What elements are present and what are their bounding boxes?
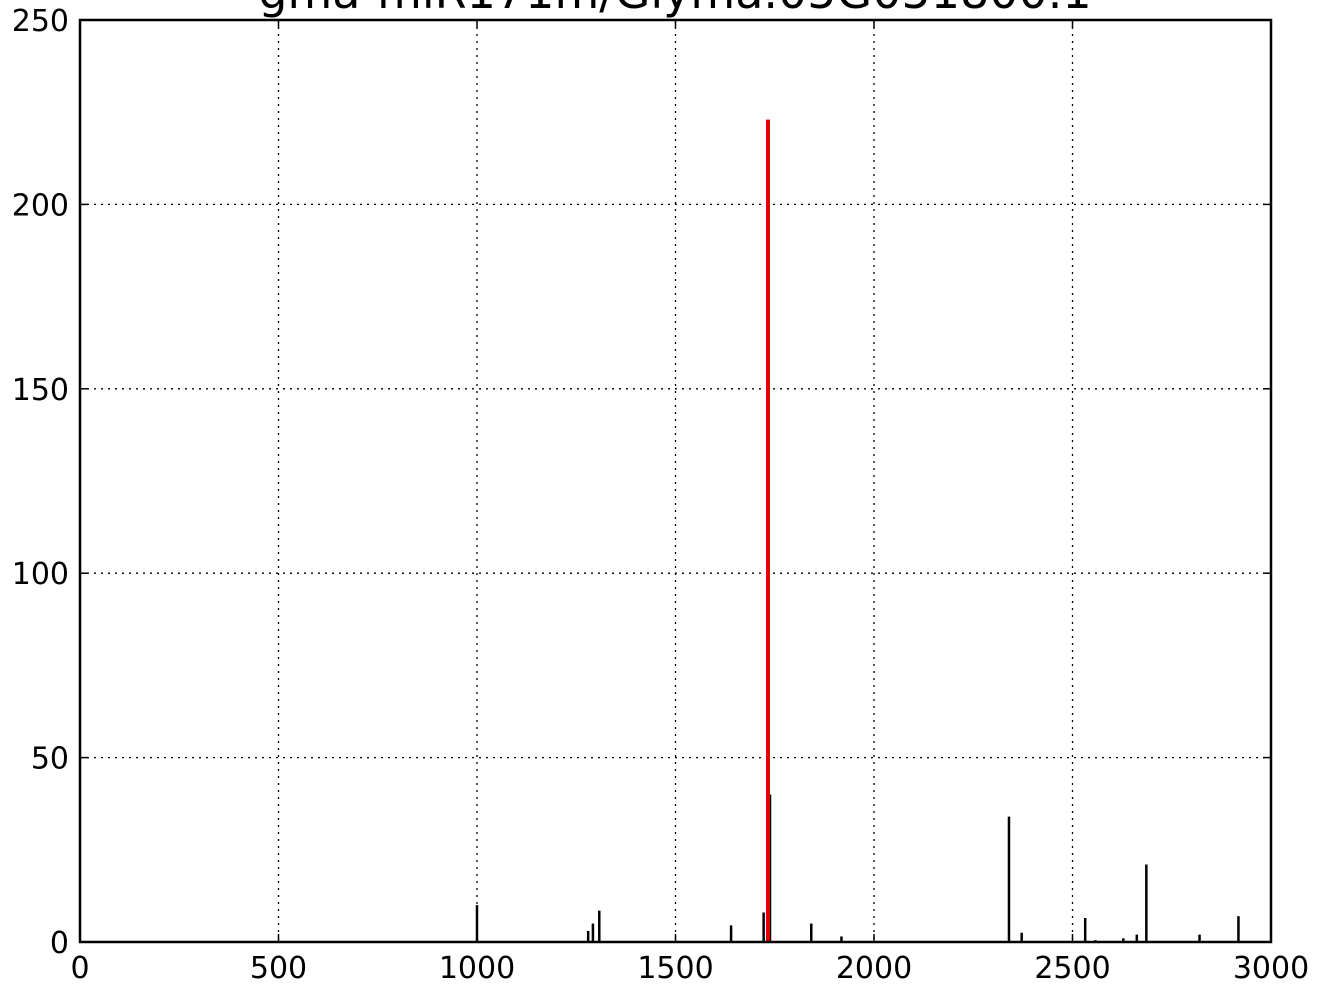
chart-title: gma-miR171m/Glyma.05G051800.1 bbox=[258, 0, 1091, 19]
x-tick-label: 0 bbox=[70, 951, 89, 985]
y-tick-label: 150 bbox=[12, 373, 69, 408]
x-tick-label: 1000 bbox=[439, 951, 515, 985]
bars bbox=[475, 794, 1240, 942]
x-tick-label: 2500 bbox=[1034, 951, 1110, 985]
y-tick-label: 100 bbox=[12, 557, 69, 592]
x-tick-label: 500 bbox=[250, 951, 307, 985]
y-tick-label: 250 bbox=[12, 4, 69, 39]
plot-frame bbox=[78, 18, 1273, 944]
y-tick-labels: 0 50 100 150 200 250 bbox=[12, 4, 69, 961]
y-tick-label: 0 bbox=[50, 926, 69, 961]
x-tick-label: 3000 bbox=[1233, 951, 1309, 985]
grid-lines bbox=[80, 20, 1271, 942]
x-tick-labels: 0 500 1000 1500 2000 2500 3000 bbox=[70, 951, 1309, 985]
axis-ticks bbox=[79, 19, 1272, 943]
y-tick-label: 200 bbox=[12, 188, 69, 223]
y-tick-label: 50 bbox=[31, 742, 69, 777]
x-tick-label: 1500 bbox=[637, 951, 713, 985]
x-tick-label: 2000 bbox=[836, 951, 912, 985]
